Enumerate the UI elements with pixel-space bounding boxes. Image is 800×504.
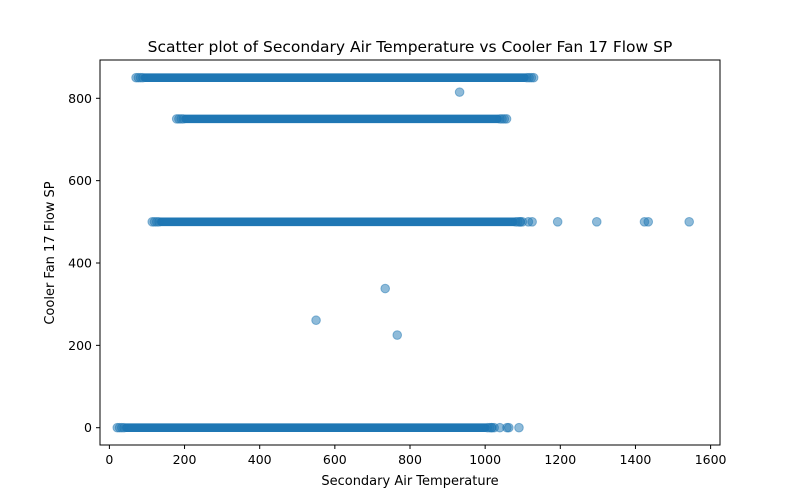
data-point — [311, 315, 321, 326]
data-band-0 — [122, 423, 490, 433]
y-tick-label: 200 — [68, 338, 92, 353]
data-point — [392, 330, 403, 340]
data-band-750 — [181, 114, 502, 124]
data-point — [131, 72, 141, 83]
x-tick-label: 1000 — [469, 452, 501, 467]
x-tick-label: 200 — [173, 452, 197, 467]
x-tick-label: 1600 — [695, 452, 727, 467]
x-tick-label: 600 — [323, 452, 347, 467]
y-axis-label: Cooler Fan 17 Flow SP — [43, 181, 58, 324]
data-point — [147, 217, 158, 227]
data-point — [504, 422, 514, 433]
data-point — [515, 217, 525, 227]
x-axis-label: Secondary Air Temperature — [321, 474, 498, 489]
data-point — [501, 114, 512, 124]
chart-title: Scatter plot of Secondary Air Temperatur… — [148, 38, 673, 56]
data-point — [527, 217, 537, 227]
plot-area — [112, 72, 694, 433]
x-tick-label: 1400 — [620, 452, 652, 467]
x-tick-label: 800 — [398, 452, 422, 467]
data-point — [514, 422, 524, 433]
data-point — [380, 283, 391, 294]
data-point — [591, 217, 602, 227]
x-tick-label: 400 — [248, 452, 272, 467]
data-point — [171, 114, 182, 124]
y-tick-label: 0 — [84, 420, 92, 435]
data-point — [643, 217, 654, 227]
data-band-850 — [140, 73, 529, 83]
x-tick-label: 1200 — [544, 452, 576, 467]
y-tick-label: 600 — [68, 173, 92, 188]
y-tick-label: 400 — [68, 256, 92, 271]
data-point — [112, 422, 123, 433]
data-point — [486, 422, 497, 433]
data-point — [528, 72, 539, 83]
y-tick-label: 800 — [68, 91, 92, 106]
data-point — [454, 87, 465, 97]
data-point — [684, 217, 694, 227]
data-point — [552, 217, 563, 227]
axes: 0 200 400 600 800 1000 1200 1400 1600 0 200 400 600 8… — [68, 59, 727, 467]
x-tick-label: 0 — [105, 452, 113, 467]
data-band-500 — [156, 217, 518, 227]
